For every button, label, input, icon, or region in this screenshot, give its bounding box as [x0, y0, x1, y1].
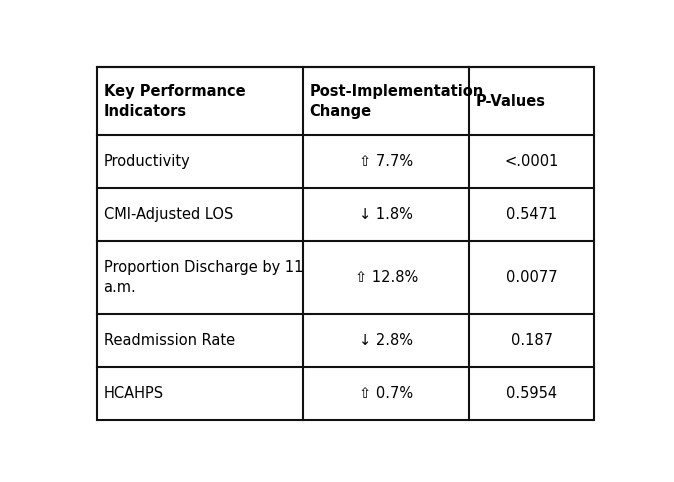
Text: ↓ 1.8%: ↓ 1.8% [359, 207, 413, 222]
Text: 0.0077: 0.0077 [506, 270, 557, 285]
Text: P-Values: P-Values [476, 94, 546, 109]
Text: Readmission Rate: Readmission Rate [104, 333, 235, 348]
Text: 0.5471: 0.5471 [506, 207, 557, 222]
Text: Proportion Discharge by 11
a.m.: Proportion Discharge by 11 a.m. [104, 260, 303, 295]
Text: Post-Implementation
Change: Post-Implementation Change [309, 84, 484, 119]
Text: ⇧ 0.7%: ⇧ 0.7% [359, 386, 413, 401]
Text: ↓ 2.8%: ↓ 2.8% [359, 333, 413, 348]
Text: CMI-Adjusted LOS: CMI-Adjusted LOS [104, 207, 233, 222]
Text: HCAHPS: HCAHPS [104, 386, 164, 401]
Text: Productivity: Productivity [104, 154, 190, 169]
Text: ⇧ 12.8%: ⇧ 12.8% [355, 270, 418, 285]
Text: ⇧ 7.7%: ⇧ 7.7% [359, 154, 413, 169]
Text: Key Performance
Indicators: Key Performance Indicators [104, 84, 245, 119]
Text: 0.5954: 0.5954 [506, 386, 557, 401]
Text: 0.187: 0.187 [510, 333, 553, 348]
Text: <.0001: <.0001 [504, 154, 559, 169]
